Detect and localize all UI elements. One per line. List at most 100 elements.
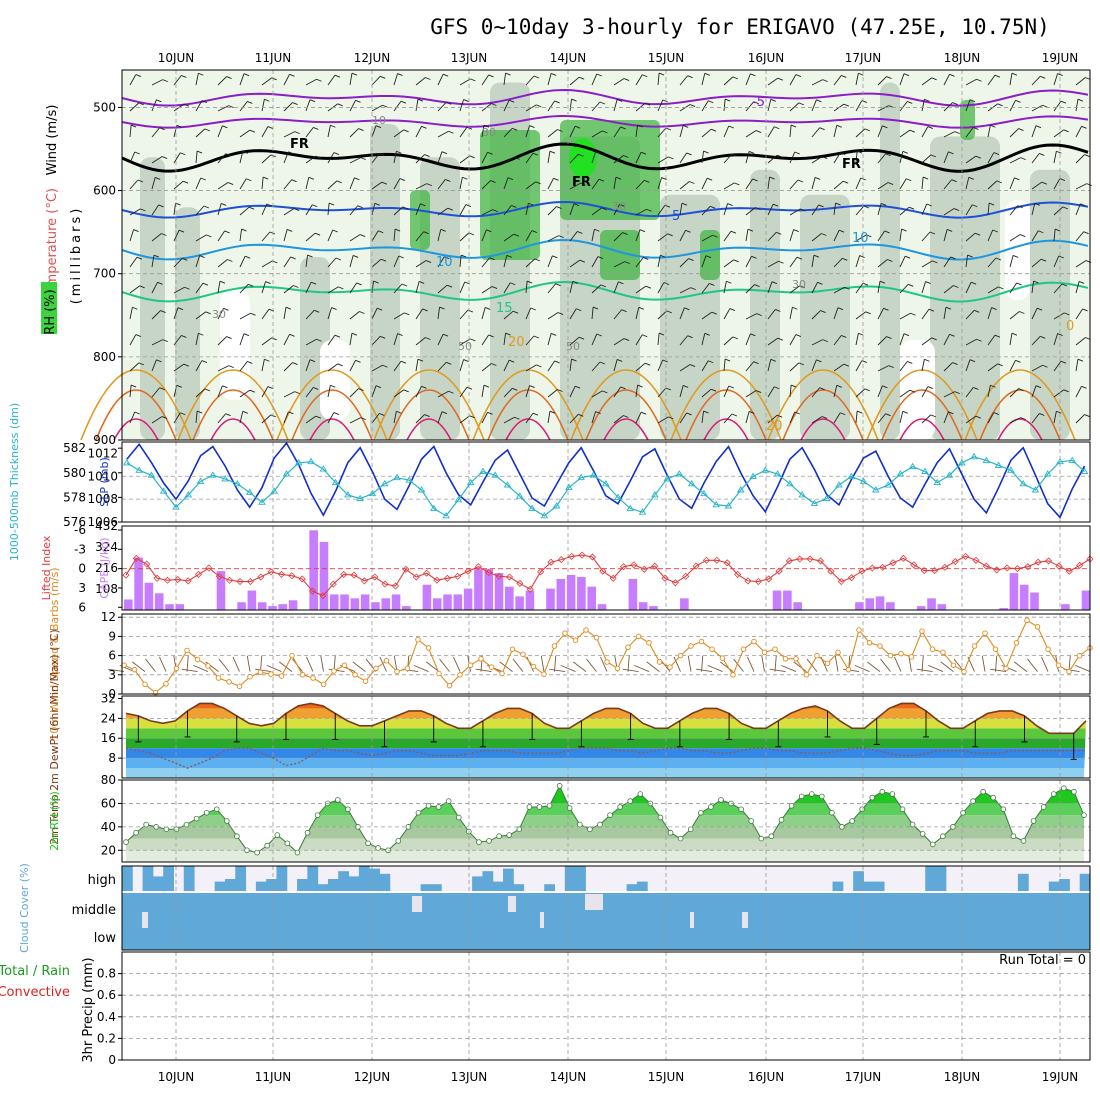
wind-barb <box>987 412 995 424</box>
rh2m-marker <box>1040 804 1047 810</box>
wind-barb-flag <box>1080 203 1086 207</box>
wind-barb-flag <box>488 334 494 338</box>
precip-frame <box>121 951 1091 1061</box>
wind-barb <box>239 151 244 164</box>
thickness-marker <box>282 470 291 477</box>
thickness-marker <box>810 499 819 506</box>
wind-barb-flag <box>665 387 672 391</box>
wind-barb-flag <box>712 234 718 238</box>
li-marker <box>630 561 638 569</box>
wind-barb-flag <box>505 72 511 76</box>
wind-barb <box>481 363 492 372</box>
wind-barb-flag <box>988 202 995 206</box>
wind-barb <box>745 361 754 372</box>
wind-barb <box>525 281 528 294</box>
wind-barb-flag <box>292 362 298 365</box>
wind-barb <box>437 256 445 268</box>
wind-barb-flag <box>182 180 189 184</box>
wind-barb <box>767 231 777 242</box>
wind-barb <box>547 235 559 242</box>
wind-barb <box>283 179 292 190</box>
wind-barb-flag <box>379 413 385 416</box>
wind-speed-marker <box>257 669 264 675</box>
wind-barb-flag <box>686 152 692 156</box>
wind-barb <box>437 411 443 424</box>
wind-barb <box>679 203 683 216</box>
wind-barb-flag <box>1020 157 1026 161</box>
wind-barb <box>921 359 925 372</box>
wind-barb-10m <box>646 661 660 672</box>
wind-barb-flag <box>816 359 822 363</box>
cape-bar <box>371 602 380 610</box>
cape-bar <box>772 590 782 610</box>
wind-barb <box>745 130 757 138</box>
rh-contour-label: 30 <box>612 200 626 213</box>
wind-barb <box>151 156 163 164</box>
wind-barb <box>481 209 493 216</box>
wind-barb <box>327 412 335 424</box>
li-marker <box>1065 567 1073 575</box>
wind-barb <box>635 307 640 320</box>
wind-barb-flag <box>491 103 497 106</box>
wind-barb-flag <box>818 204 824 208</box>
wind-barb-flag <box>555 283 561 287</box>
wind-barb <box>525 104 537 112</box>
wind-barb-flag <box>1042 104 1048 108</box>
wind-barb-flag <box>821 416 828 419</box>
wind-barb <box>965 78 977 86</box>
wind-barb-flag <box>726 280 732 284</box>
li-marker <box>319 592 327 600</box>
li-marker <box>205 564 213 572</box>
wind-barb-flag <box>580 182 586 186</box>
li-marker <box>868 564 876 572</box>
cape-bar <box>216 571 226 610</box>
wind-barb <box>811 99 817 112</box>
rh2m-marker <box>576 821 583 828</box>
wind-speed-marker <box>1045 646 1051 652</box>
isotherm-10 <box>121 239 1089 261</box>
li-marker <box>402 565 410 573</box>
wind-barb-flag <box>755 130 762 133</box>
wind-barb <box>349 311 360 320</box>
wind-barb-flag <box>551 333 557 336</box>
wind-barb <box>129 285 140 294</box>
wind-barb-flag <box>1084 414 1090 417</box>
wind-barb-flag <box>424 154 430 157</box>
wind-barb-flag <box>292 102 298 105</box>
li-marker <box>1044 557 1053 565</box>
cape-bar <box>422 584 432 610</box>
wind-barb <box>371 335 381 346</box>
wind-barb-flag <box>1011 332 1018 336</box>
wind-barb <box>877 336 887 346</box>
wind-speed-marker <box>467 662 474 668</box>
wind-barb <box>415 77 426 86</box>
thickness-marker <box>565 483 573 490</box>
axis-tick-label: 900 <box>93 433 116 447</box>
wind-barb-flag <box>973 127 979 130</box>
lifted-index-label: Lifted Index <box>40 535 53 600</box>
wind-barb <box>811 79 823 86</box>
wind-barb <box>591 101 601 112</box>
temp-minmax-whisker <box>135 715 142 743</box>
isotherm-label: 10 <box>852 231 869 246</box>
wind-barb <box>459 359 465 372</box>
thickness-marker <box>552 502 561 509</box>
wind-barb <box>613 177 617 190</box>
wind-barb-flag <box>637 384 643 388</box>
isotherm-label: 20 <box>766 419 783 434</box>
wind-barb <box>899 129 911 138</box>
rh2m-marker <box>768 833 775 840</box>
li-marker <box>226 576 234 584</box>
wind-barb <box>239 206 250 216</box>
cloud-frame <box>121 865 1091 951</box>
wind-barb-flag <box>864 388 870 392</box>
wind-barb-flag <box>1086 183 1092 187</box>
wind-barb <box>217 336 227 346</box>
rh-legend-swatch <box>41 282 57 334</box>
wind-barb-flag <box>466 386 473 390</box>
thickness-marker <box>515 492 524 499</box>
wind-barb <box>305 387 314 398</box>
wind-barb <box>921 126 929 138</box>
wind-barb-flag <box>1062 206 1068 210</box>
